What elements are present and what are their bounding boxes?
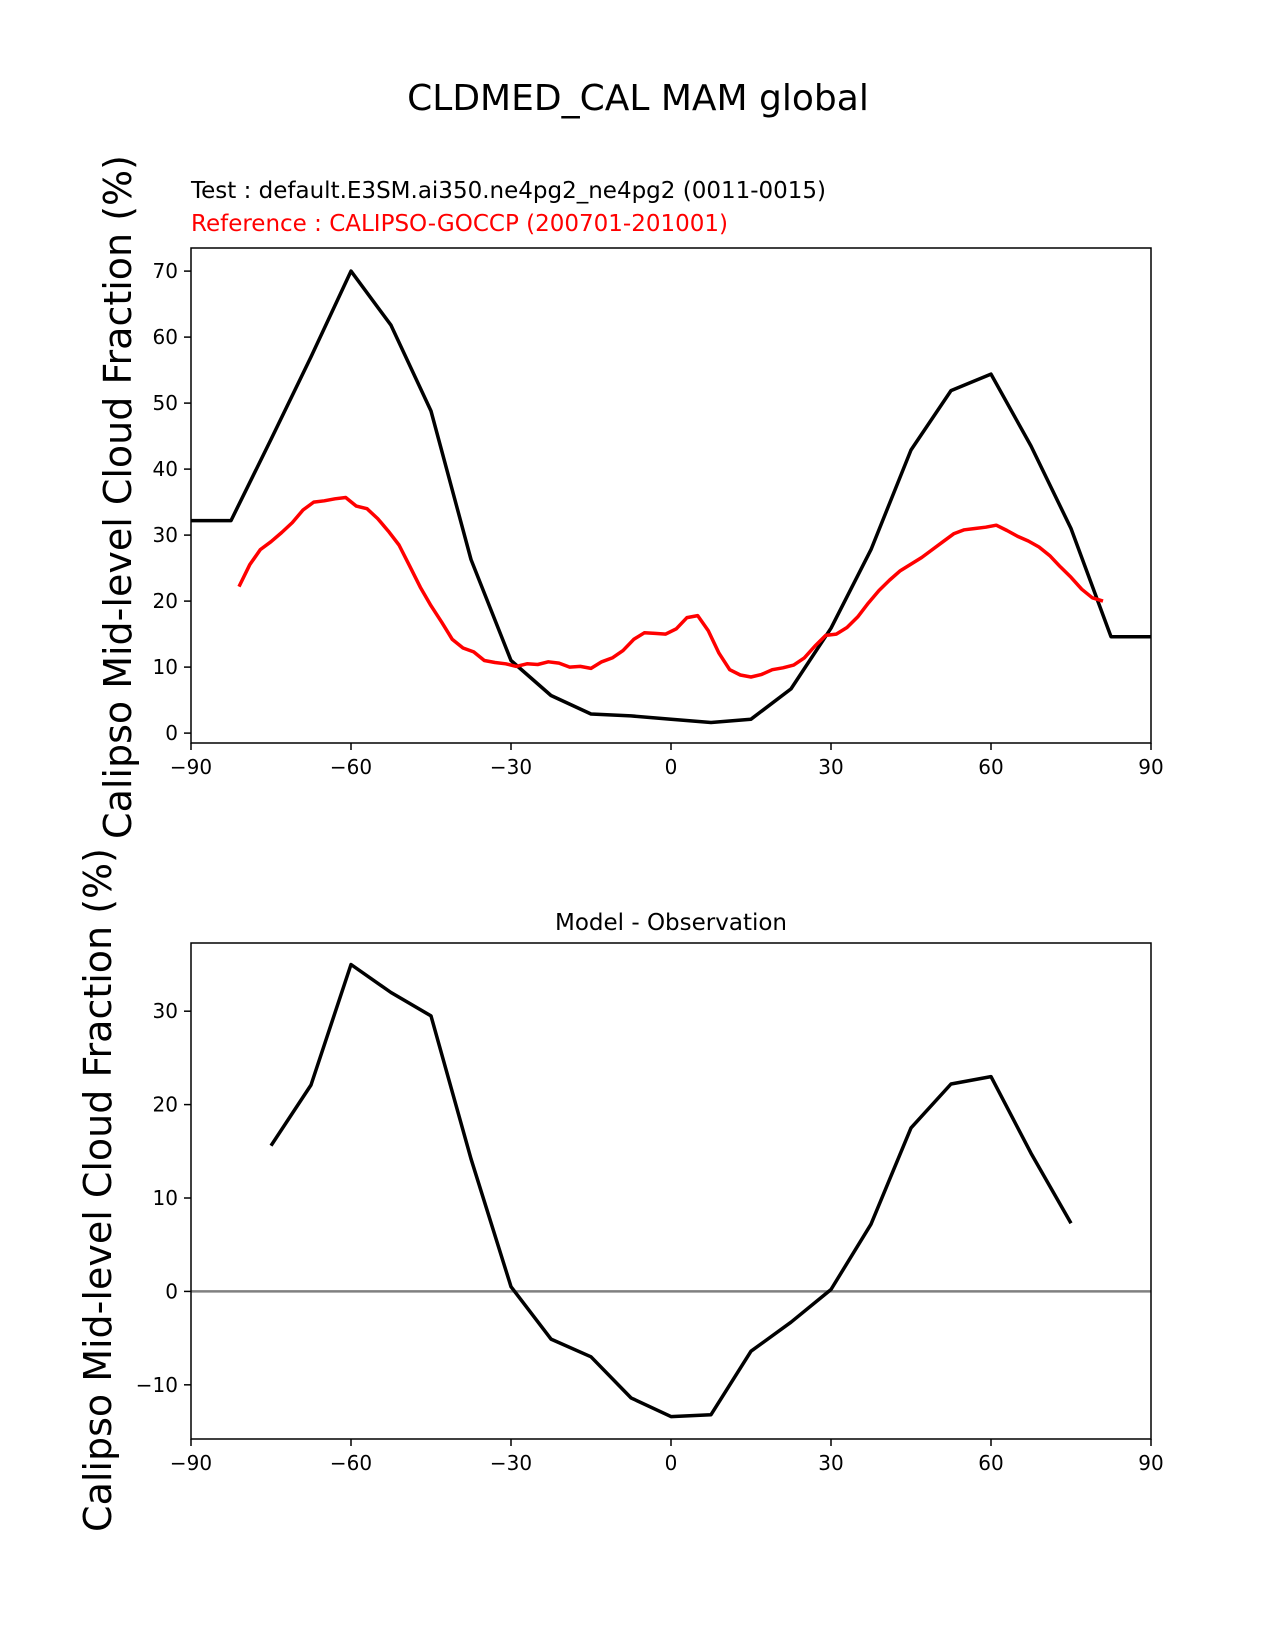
y-tick-label: 70: [153, 259, 178, 283]
x-tick-label: −90: [170, 1451, 212, 1475]
test-label: Test : default.E3SM.ai350.ne4pg2_ne4pg2 …: [190, 178, 826, 204]
reference-label: Reference : CALIPSO-GOCCP (200701-201001…: [191, 211, 728, 237]
y-tick-label: 20: [153, 1093, 178, 1117]
y-tick-label: 50: [153, 391, 178, 415]
x-tick-label: 0: [665, 1451, 678, 1475]
x-tick-label: −60: [330, 755, 372, 779]
bottom-panel: Model - Observation Calipso Mid-level Cl…: [76, 848, 1164, 1532]
top-y-axis-label: Calipso Mid-level Cloud Fraction (%): [96, 155, 140, 839]
x-tick-label: 0: [665, 755, 678, 779]
x-tick-label: 30: [818, 1451, 843, 1475]
top-plot-frame: [190, 247, 1152, 744]
top-plot-area: −90 −60 −30 0 30 60 90 0 10 20 30 40 50 60 70: [153, 259, 1164, 779]
top-panel: Test : default.E3SM.ai350.ne4pg2_ne4pg2 …: [96, 155, 1164, 839]
x-tick-label: 90: [1138, 1451, 1163, 1475]
y-tick-label: 60: [153, 325, 178, 349]
x-tick-label: −60: [330, 1451, 372, 1475]
x-tick-label: 30: [818, 755, 843, 779]
x-tick-label: −30: [490, 1451, 532, 1475]
y-tick-label: 20: [153, 589, 178, 613]
y-tick-label: 0: [165, 1279, 178, 1303]
x-tick-label: 90: [1138, 755, 1163, 779]
bottom-plot-area: −90 −60 −30 0 30 60 90 −10 0 10 20 30: [136, 962, 1164, 1475]
y-tick-label: −10: [136, 1373, 178, 1397]
difference-series-line: [269, 962, 1073, 1419]
y-tick-label: 10: [153, 655, 178, 679]
bottom-panel-title: Model - Observation: [555, 910, 787, 936]
x-tick-label: −30: [490, 755, 532, 779]
y-tick-label: 30: [153, 999, 178, 1023]
x-tick-label: −90: [170, 755, 212, 779]
x-tick-label: 60: [978, 1451, 1003, 1475]
figure-title: CLDMED_CAL MAM global: [407, 78, 869, 119]
y-tick-label: 40: [153, 457, 178, 481]
x-tick-label: 60: [978, 755, 1003, 779]
y-tick-label: 0: [165, 721, 178, 745]
y-tick-label: 30: [153, 523, 178, 547]
reference-series-line: [237, 495, 1104, 679]
bottom-y-axis-label: Calipso Mid-level Cloud Fraction (%): [76, 848, 120, 1532]
bottom-plot-frame: [190, 942, 1152, 1440]
y-tick-label: 10: [153, 1186, 178, 1210]
test-series-line: [191, 269, 1151, 725]
